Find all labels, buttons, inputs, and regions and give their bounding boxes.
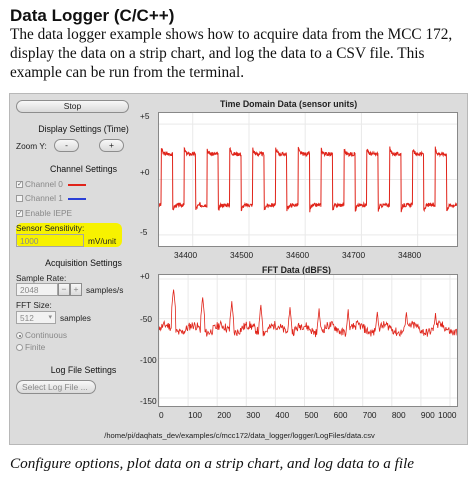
sensitivity-highlight (16, 223, 122, 247)
fft-x-tick: 900 (420, 410, 435, 420)
fft-size-value: 512 (20, 313, 34, 323)
sensor-sensitivity-label: Sensor Sensitivity: (16, 223, 85, 233)
channel1-label: Channel 1 (25, 193, 63, 203)
fft-x-tick: 500 (304, 410, 319, 420)
channel0-color-swatch (68, 184, 86, 186)
chevron-down-icon: ▾ (48, 314, 52, 321)
display-settings-heading: Display Settings (Time) (38, 124, 129, 134)
fft-x-axis: 0 100 200 300 400 500 600 700 800 900 1000 (158, 410, 458, 422)
continuous-label: Continuous (25, 330, 67, 340)
time-x-tick: 34700 (342, 250, 366, 260)
fft-x-tick: 0 (159, 410, 164, 420)
fft-x-tick: 100 (188, 410, 202, 420)
stop-button[interactable]: Stop (16, 100, 129, 113)
intro-paragraph: The data logger example shows how to acq… (10, 26, 453, 81)
fft-y-tick: -100 (140, 355, 157, 365)
settings-panel: Stop Display Settings (Time) Zoom Y: - +… (10, 94, 157, 424)
time-x-tick: 34500 (230, 250, 254, 260)
page-title: Data Logger (C/C++) (10, 6, 175, 25)
sample-rate-label: Sample Rate: (16, 273, 67, 283)
time-x-tick: 34400 (174, 250, 198, 260)
time-domain-plot (158, 112, 458, 247)
channel0-series-line (159, 146, 457, 213)
zoom-in-button[interactable]: + (99, 139, 124, 152)
iepe-checkbox[interactable]: ✓ (16, 210, 23, 217)
fft-x-tick: 800 (391, 410, 406, 420)
finite-label: Finite (25, 342, 46, 352)
fft-x-tick: 300 (246, 410, 261, 420)
zoom-out-button[interactable]: - (54, 139, 79, 152)
time-y-tick: -5 (140, 227, 148, 237)
fft-x-tick: 200 (217, 410, 232, 420)
continuous-radio[interactable] (16, 332, 23, 339)
log-file-path: /home/pi/daqhats_dev/examples/c/mcc172/d… (104, 431, 375, 440)
fft-size-unit: samples (60, 313, 91, 323)
sample-rate-increment[interactable]: + (70, 283, 82, 296)
figure-caption: Configure options, plot data on a strip … (10, 455, 415, 472)
fft-series-line (159, 289, 457, 338)
fft-x-tick: 600 (333, 410, 348, 420)
fft-chart (159, 275, 457, 406)
fft-size-select[interactable]: 512 ▾ (16, 311, 56, 324)
log-file-settings-heading: Log File Settings (50, 365, 117, 375)
fft-y-tick: -50 (140, 314, 152, 324)
time-x-tick: 34800 (398, 250, 422, 260)
select-log-file-button[interactable]: Select Log File ... (16, 380, 96, 394)
sample-rate-unit: samples/s (86, 285, 124, 295)
time-y-tick: +5 (140, 111, 150, 121)
fft-chart-title: FFT Data (dBFS) (262, 265, 331, 275)
sample-rate-decrement[interactable]: − (58, 283, 70, 296)
fft-x-tick: 1000 (438, 410, 457, 420)
sensitivity-unit: mV/unit (88, 236, 117, 246)
channel0-checkbox[interactable]: ✓ (16, 181, 23, 188)
fft-y-tick: +0 (140, 271, 150, 281)
zoom-y-label: Zoom Y: (16, 141, 47, 151)
fft-plot (158, 274, 458, 407)
time-domain-chart (159, 113, 457, 246)
fft-x-tick: 700 (362, 410, 377, 420)
sensor-sensitivity-input[interactable]: 1000 (16, 234, 84, 247)
data-logger-window: Stop Display Settings (Time) Zoom Y: - +… (9, 93, 468, 445)
fft-size-label: FFT Size: (16, 300, 52, 310)
time-y-tick: +0 (140, 167, 150, 177)
fft-y-tick: -150 (140, 396, 157, 406)
channel1-color-swatch (68, 198, 86, 200)
channel-settings-heading: Channel Settings (50, 164, 117, 174)
iepe-label: Enable IEPE (25, 208, 73, 218)
fft-x-tick: 400 (275, 410, 290, 420)
sample-rate-input[interactable]: 2048 (16, 283, 58, 296)
channel1-checkbox[interactable] (16, 195, 23, 202)
time-x-tick: 34600 (286, 250, 310, 260)
acquisition-settings-heading: Acquisition Settings (45, 258, 122, 268)
finite-radio[interactable] (16, 344, 23, 351)
channel0-label: Channel 0 (25, 179, 63, 189)
time-chart-title: Time Domain Data (sensor units) (220, 99, 358, 109)
